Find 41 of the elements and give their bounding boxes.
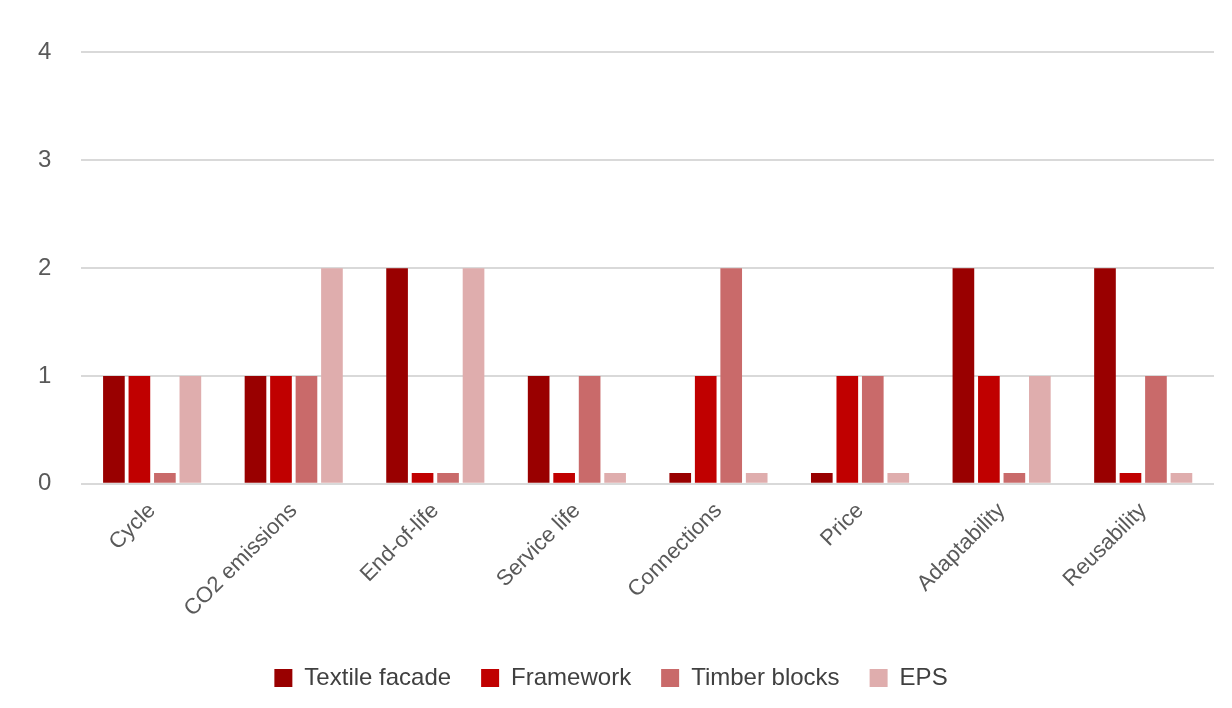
legend-label: Framework (511, 662, 633, 690)
legend-label: Timber blocks (691, 662, 840, 690)
bar (861, 376, 884, 483)
bar (128, 376, 151, 483)
y-tick-label: 0 (37, 468, 52, 496)
legend-label: Textile facade (304, 662, 452, 690)
bar (437, 473, 459, 483)
bar (527, 376, 550, 483)
bar (1029, 376, 1051, 483)
bar (462, 268, 485, 483)
bar (578, 376, 601, 483)
bar (887, 473, 910, 483)
bar (244, 376, 267, 483)
bar (745, 473, 768, 483)
bar (386, 268, 408, 483)
bar (103, 376, 125, 483)
bar (1119, 473, 1142, 483)
bar (720, 268, 743, 483)
bar (270, 376, 292, 483)
bar (952, 268, 975, 483)
bar (321, 268, 343, 483)
bar (1170, 473, 1193, 483)
y-tick-label: 1 (37, 360, 52, 388)
bar (295, 376, 318, 483)
y-tick-label: 3 (37, 144, 52, 172)
bar (553, 473, 575, 483)
bar (1094, 268, 1116, 483)
bar (810, 473, 833, 483)
y-tick-label: 4 (37, 37, 52, 65)
bar (694, 376, 717, 483)
bar (411, 473, 434, 483)
bar (154, 473, 176, 483)
bar (978, 376, 1000, 483)
bar (1145, 376, 1167, 483)
bar (669, 473, 692, 483)
bar (1003, 473, 1026, 483)
bar (604, 473, 626, 483)
y-tick-label: 2 (37, 252, 52, 280)
bar (179, 376, 202, 483)
legend-label: EPS (899, 662, 948, 690)
bar (836, 376, 859, 483)
